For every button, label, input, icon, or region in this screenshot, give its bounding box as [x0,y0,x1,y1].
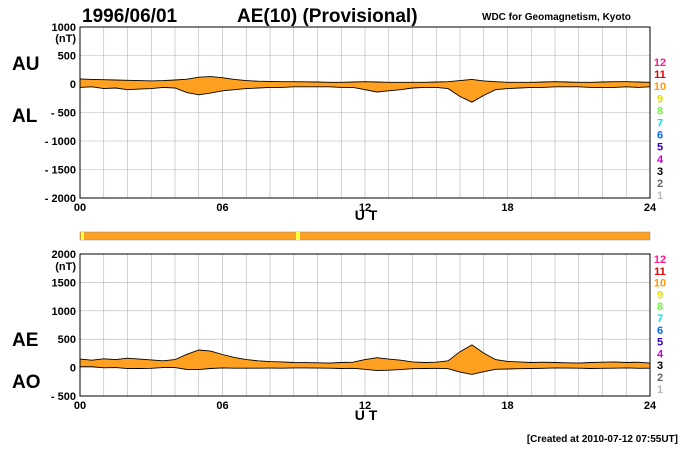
station-legend-entry: 8 [657,105,663,117]
series-line-au [79,76,651,83]
series-line-ao [80,366,651,375]
y-tick-label: - 2000 [45,193,76,205]
y-tick-label: 500 [58,51,76,63]
station-legend-entry: 10 [654,81,666,93]
station-legend-entry: 5 [657,337,663,349]
x-tick-label: 18 [501,400,513,412]
y-tick-label: 1000 [52,22,76,34]
station-legend-entry: 2 [657,178,663,190]
x-axis-label-top: U T [355,207,378,223]
date-title: 1996/06/01 [82,6,178,27]
station-legend-entry: 6 [657,325,663,337]
y-tick-label: 1500 [52,277,76,289]
station-legend-entry: 1 [657,190,663,202]
y-tick-label: 1000 [52,306,76,318]
status-strip-marker [296,232,300,240]
y-tick-label: - 500 [51,108,76,120]
station-legend-entry: 3 [657,360,663,372]
ao-label: AO [12,372,41,393]
x-tick-label: 00 [74,400,86,412]
y-tick-label: - 500 [51,391,76,403]
station-legend-entry: 7 [657,118,663,130]
x-tick-label: 06 [216,202,228,214]
station-legend-entry: 11 [654,266,666,278]
series-line-al [79,86,651,103]
station-legend-entry: 10 [654,278,666,290]
al-label: AL [12,106,38,127]
y-tick-label: 2000 [52,249,76,261]
x-axis-label-bottom: U T [355,407,378,423]
source-label: WDC for Geomagnetism, Kyoto [482,12,631,23]
x-tick-label: 06 [216,400,228,412]
station-legend-entry: 7 [657,313,663,325]
index-title: AE(10) (Provisional) [237,6,418,27]
au-label: AU [12,54,39,75]
station-legend-entry: 4 [657,348,664,360]
x-tick-label: 12 [359,400,371,412]
station-legend-entry: 9 [657,289,663,301]
y-tick-label: - 1500 [45,165,76,177]
x-tick-label: 12 [359,202,371,214]
unit-label-bottom: (nT) [55,261,76,273]
created-timestamp: [Created at 2010-07-12 07:55UT] [527,434,678,445]
station-legend-entry: 1 [657,384,663,396]
x-tick-label: 18 [501,202,513,214]
plot-frame [79,26,651,199]
station-legend-entry: 5 [657,142,663,154]
unit-label-top: (nT) [55,33,76,45]
station-legend-entry: 2 [657,372,663,384]
station-legend-entry: 4 [657,154,664,166]
ae-label: AE [12,330,38,351]
y-tick-label: 0 [70,79,76,91]
x-tick-label: 24 [644,202,657,214]
station-legend-entry: 11 [654,69,666,81]
y-tick-label: 500 [58,334,76,346]
y-tick-label: - 1000 [45,136,76,148]
x-tick-label: 00 [74,202,86,214]
status-strip-marker [81,232,84,240]
station-legend-entry: 6 [657,130,663,142]
status-strip [79,231,651,241]
series-line-ae [79,344,651,364]
station-legend-entry: 12 [654,254,666,266]
plot-frame [79,253,651,397]
station-legend-entry: 3 [657,166,663,178]
station-legend-entry: 9 [657,93,663,105]
station-legend-entry: 8 [657,301,663,313]
station-legend-entry: 12 [654,57,666,69]
y-tick-label: 0 [70,363,76,375]
x-tick-label: 24 [644,400,657,412]
